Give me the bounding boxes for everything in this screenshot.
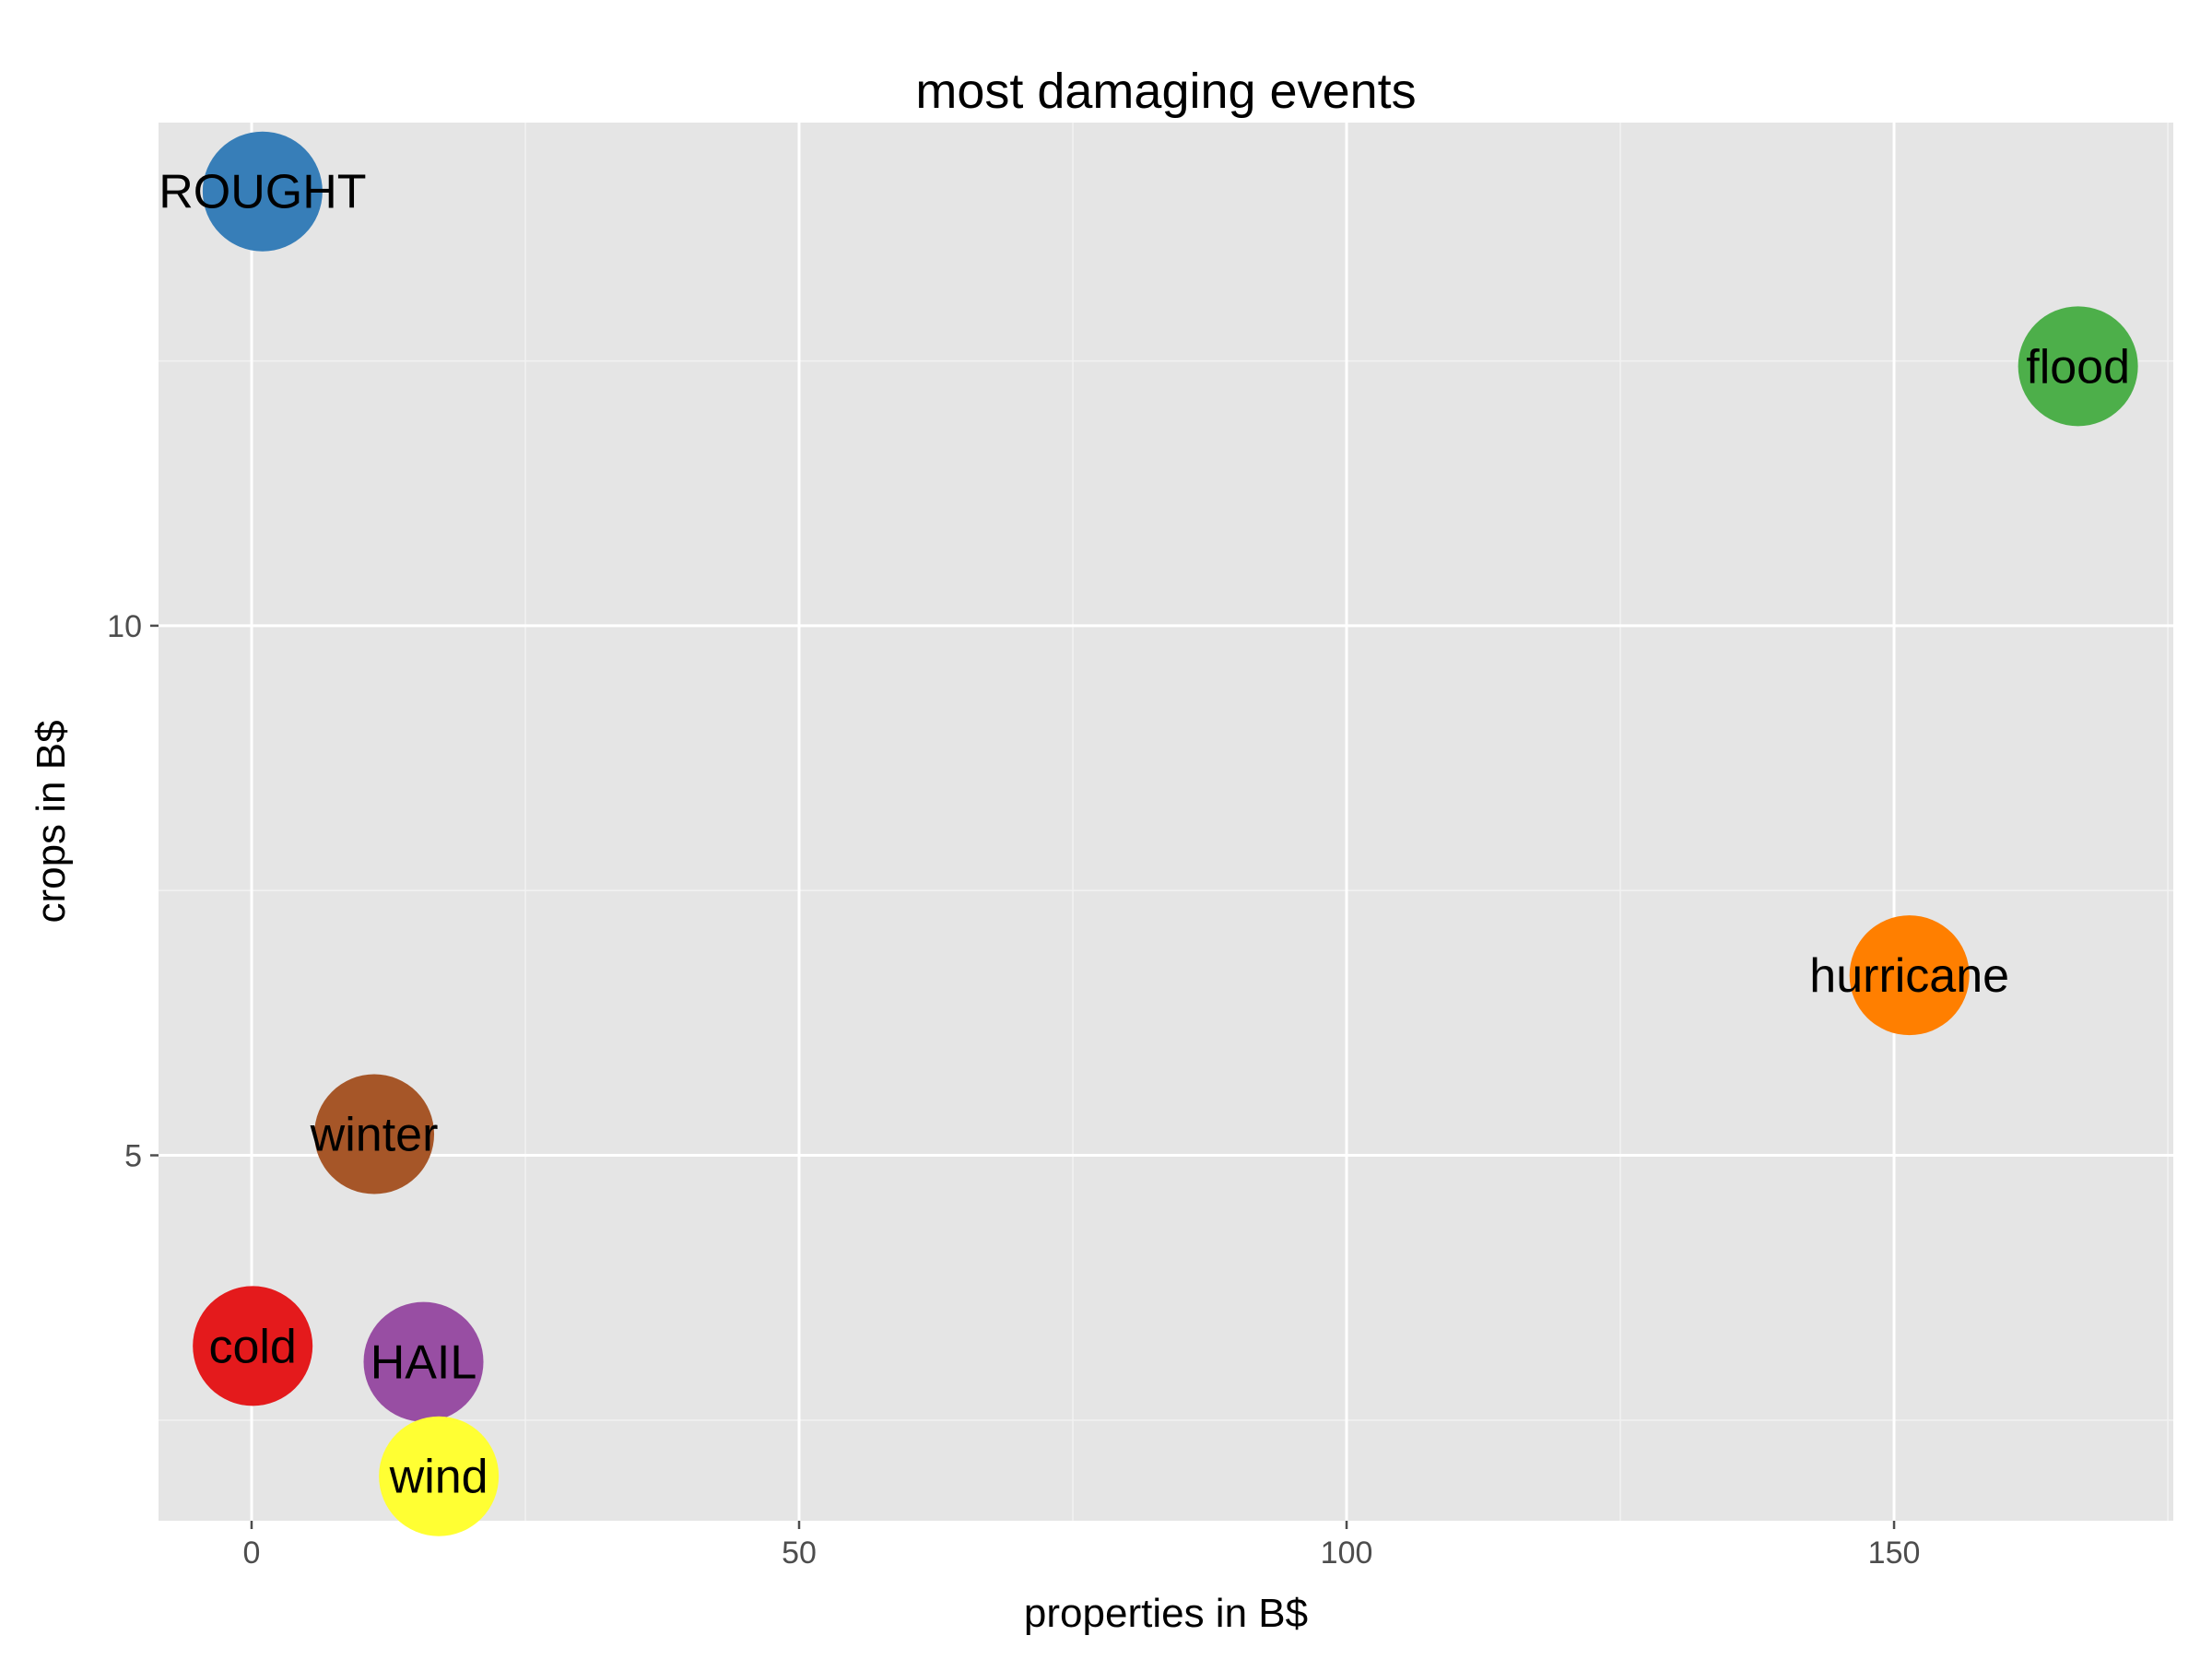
axes: 0 50 100 150 5 10: [107, 609, 1920, 1571]
point-rought: [202, 131, 323, 252]
point-winter: [314, 1074, 435, 1194]
point-wind: [379, 1416, 500, 1536]
point-hail: [363, 1301, 484, 1422]
point-label-hail: HAIL: [371, 1336, 477, 1390]
y-tick-label: 5: [124, 1139, 142, 1174]
plot-panel: [159, 123, 2173, 1521]
point-hurricane: [1849, 915, 1970, 1036]
point-flood: [2018, 306, 2138, 427]
chart-title: most damaging events: [915, 64, 1416, 119]
x-tick-label: 100: [1321, 1535, 1373, 1571]
point-label-flood: flood: [2026, 340, 2130, 394]
point-label-winter: winter: [310, 1109, 439, 1162]
point-label-hurricane: hurricane: [1809, 949, 2009, 1003]
y-tick-label: 10: [107, 609, 142, 644]
point-cold: [193, 1286, 313, 1406]
point-label-wind: wind: [389, 1451, 488, 1504]
x-axis-title: properties in B$: [1024, 1591, 1308, 1636]
x-tick-label: 50: [782, 1535, 817, 1571]
y-axis-title: crops in B$: [29, 720, 74, 923]
point-label-cold: cold: [208, 1320, 296, 1373]
x-tick-label: 0: [243, 1535, 261, 1571]
x-tick-label: 150: [1868, 1535, 1921, 1571]
grid-lines: [159, 123, 2173, 1521]
data-points: ROUGHT flood hurricane winter cold HAIL wind: [159, 131, 2138, 1536]
point-label-rought: ROUGHT: [159, 166, 366, 219]
